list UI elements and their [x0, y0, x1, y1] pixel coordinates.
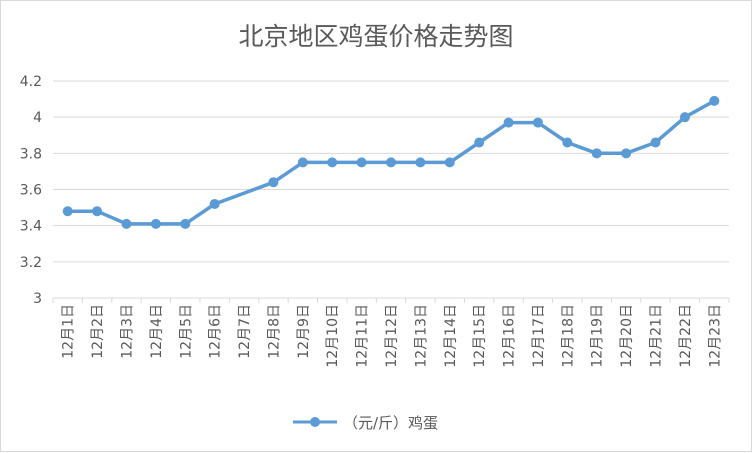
data-point — [386, 157, 396, 168]
y-tick-label: 3.2 — [20, 255, 42, 271]
legend-label: （元/斤）鸡蛋 — [343, 414, 438, 432]
data-point — [297, 157, 308, 168]
x-tick-label: 12月20日 — [619, 304, 635, 368]
x-tick-label: 12月7日 — [237, 304, 253, 359]
legend-marker-swatch — [310, 417, 320, 427]
x-tick-label: 12月23日 — [707, 304, 723, 368]
data-point — [709, 95, 720, 106]
x-tick-label: 12月21日 — [649, 304, 665, 368]
x-tick-label: 12月12日 — [384, 304, 400, 368]
x-tick-label: 12月15日 — [472, 304, 488, 368]
series-line — [65, 99, 717, 226]
x-tick-label: 12月18日 — [560, 304, 576, 368]
y-tick-label: 4.2 — [20, 74, 42, 90]
data-point — [444, 157, 455, 168]
data-point — [679, 112, 690, 123]
data-point — [415, 157, 426, 168]
x-tick-label: 12月11日 — [355, 304, 371, 368]
data-point — [92, 206, 103, 217]
data-point — [327, 157, 338, 168]
x-tick-label: 12月3日 — [119, 304, 135, 359]
y-tick-label: 3 — [33, 291, 42, 307]
x-tick-label: 12月14日 — [443, 304, 459, 368]
x-tick-label: 12月5日 — [178, 304, 194, 359]
y-tick-label: 3.6 — [20, 183, 42, 199]
x-axis: 12月1日 12月2日 12月3日 12月4日 12月5日 12月6日 12月7日 12月8日… — [52, 297, 730, 368]
data-point — [503, 117, 514, 128]
gridlines — [53, 80, 729, 299]
x-tick-label: 12月6日 — [208, 304, 224, 359]
data-point — [591, 148, 602, 159]
chart-title: 北京地区鸡蛋价格走势图 — [238, 22, 513, 51]
legend: （元/斤）鸡蛋 — [293, 414, 438, 432]
x-tick-label: 12月22日 — [678, 304, 694, 368]
y-axis: 3 3.2 3.4 3.6 3.8 4 4.2 — [20, 74, 42, 307]
x-tick-label: 12月8日 — [266, 304, 282, 359]
data-point — [150, 218, 161, 229]
data-point — [180, 218, 191, 229]
x-tick-label: 12月16日 — [502, 304, 518, 368]
data-point — [209, 198, 220, 209]
y-tick-label: 3.4 — [20, 219, 42, 235]
data-point — [121, 218, 132, 229]
data-point — [62, 206, 73, 217]
x-tick-label: 12月10日 — [325, 304, 341, 368]
data-point — [474, 137, 485, 148]
data-point — [650, 137, 661, 148]
y-tick-label: 3.8 — [20, 146, 42, 162]
x-tick-label: 12月13日 — [413, 304, 429, 368]
series-group — [62, 95, 720, 229]
y-tick-label: 4 — [33, 110, 42, 126]
x-tick-label: 12月1日 — [61, 304, 77, 359]
data-point — [268, 177, 279, 188]
data-point — [621, 148, 632, 159]
data-point — [532, 117, 543, 128]
data-point — [562, 137, 573, 148]
x-tick-label: 12月2日 — [90, 304, 106, 359]
data-point — [356, 157, 367, 168]
x-tick-label: 12月4日 — [149, 304, 165, 359]
x-tick-label: 12月9日 — [296, 304, 312, 359]
x-tick-label: 12月19日 — [590, 304, 606, 368]
x-tick-label: 12月17日 — [531, 304, 547, 368]
